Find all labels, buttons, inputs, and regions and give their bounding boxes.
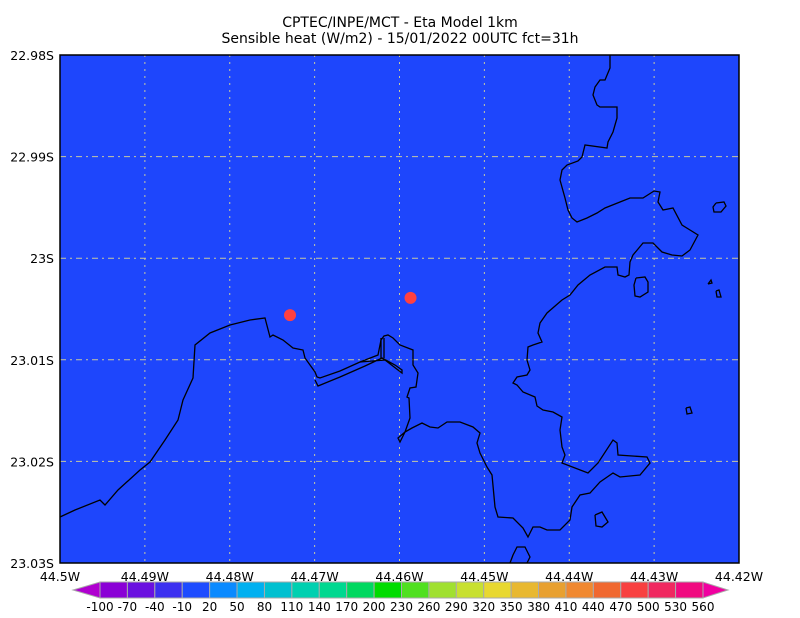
x-tick-label: 44.48W: [206, 569, 254, 584]
colorbar-box: [538, 581, 567, 599]
y-tick-label: 22.98S: [10, 48, 54, 63]
colorbar-label: 80: [257, 600, 272, 614]
colorbar-box: [318, 581, 348, 599]
colorbar: -100 -70 -40 -10 20 50 80 110 140 170 200 230 260 290…: [71, 581, 730, 614]
colorbar-box: [592, 581, 622, 599]
coastlines: [59, 55, 727, 564]
colorbar-box: [373, 581, 403, 599]
colorbar-box: [346, 581, 375, 599]
coastline: [594, 511, 609, 528]
colorbar-label: 410: [555, 600, 578, 614]
y-tick-label: 22.99S: [10, 150, 54, 165]
colorbar-box: [181, 581, 211, 599]
colorbar-label: 140: [308, 600, 331, 614]
colorbar-box: [126, 581, 156, 599]
station-markers: [284, 291, 417, 322]
colorbar-label: 560: [692, 600, 715, 614]
colorbar-box: [154, 581, 183, 599]
colorbar-label: 230: [390, 600, 413, 614]
colorbar-box: [263, 581, 293, 599]
colorbar-label: 380: [527, 600, 550, 614]
x-tick-label: 44.5W: [40, 569, 80, 584]
colorbar-label: 530: [664, 600, 687, 614]
map-frame: [59, 54, 740, 564]
colorbar-label: 200: [363, 600, 386, 614]
colorbar-label: -100: [86, 600, 113, 614]
colorbar-label: 320: [472, 600, 495, 614]
colorbar-under-triangle: [71, 581, 101, 599]
x-tick-label: 44.44W: [545, 569, 593, 584]
colorbar-label: 440: [582, 600, 605, 614]
x-tick-label: 44.45W: [460, 569, 508, 584]
colorbar-box: [620, 581, 649, 599]
station-marker: [284, 309, 297, 322]
title-line-1: CPTEC/INPE/MCT - Eta Model 1km: [282, 15, 518, 31]
colorbar-over-triangle: [702, 581, 730, 599]
colorbar-box: [647, 581, 677, 599]
colorbar-label: -70: [118, 600, 138, 614]
colorbar-box: [565, 581, 594, 599]
colorbar-box: [483, 581, 512, 599]
colorbar-label: -10: [172, 600, 192, 614]
coastline: [715, 289, 722, 298]
colorbar-label: 500: [637, 600, 660, 614]
x-tick-label: 44.47W: [291, 569, 339, 584]
colorbar-label: 290: [445, 600, 468, 614]
x-tick-label: 44.46W: [375, 569, 423, 584]
coastline: [633, 276, 649, 298]
colorbar-box: [209, 581, 238, 599]
colorbar-label: 470: [609, 600, 632, 614]
x-tick-label: 44.42W: [715, 569, 763, 584]
colorbar-box: [99, 581, 128, 599]
x-tick-label: 44.49W: [121, 569, 169, 584]
colorbar-label: 110: [280, 600, 303, 614]
colorbar-box: [428, 581, 457, 599]
y-tick-label: 23.01S: [10, 353, 54, 368]
colorbar-label: 170: [335, 600, 358, 614]
colorbar-box: [291, 581, 320, 599]
colorbar-box: [455, 581, 485, 599]
colorbar-box: [510, 581, 540, 599]
colorbar-label: -40: [145, 600, 165, 614]
colorbar-label: 260: [417, 600, 440, 614]
colorbar-box: [236, 581, 265, 599]
y-axis-labels: 22.98S 22.99S 23S 23.01S 23.02S 23.03S: [10, 48, 54, 571]
coastline: [712, 201, 727, 213]
colorbar-box: [675, 581, 704, 599]
x-axis-labels: 44.5W 44.49W 44.48W 44.47W 44.46W 44.45W 44.44…: [40, 569, 763, 584]
y-tick-label: 23.02S: [10, 454, 54, 469]
coastline: [509, 546, 531, 564]
x-tick-label: 44.43W: [630, 569, 678, 584]
title-line-2: Sensible heat (W/m2) - 15/01/2022 00UTC …: [221, 31, 578, 47]
y-tick-label: 23S: [30, 251, 54, 266]
y-tick-label: 23.03S: [10, 556, 54, 571]
coastline: [707, 278, 713, 285]
colorbar-box: [401, 581, 430, 599]
colorbar-label: 350: [500, 600, 523, 614]
coastline: [685, 406, 693, 415]
colorbar-label: 50: [229, 600, 244, 614]
coastline: [314, 357, 403, 387]
grid-lines: [60, 55, 739, 563]
station-marker: [404, 291, 417, 304]
colorbar-label: 20: [202, 600, 217, 614]
